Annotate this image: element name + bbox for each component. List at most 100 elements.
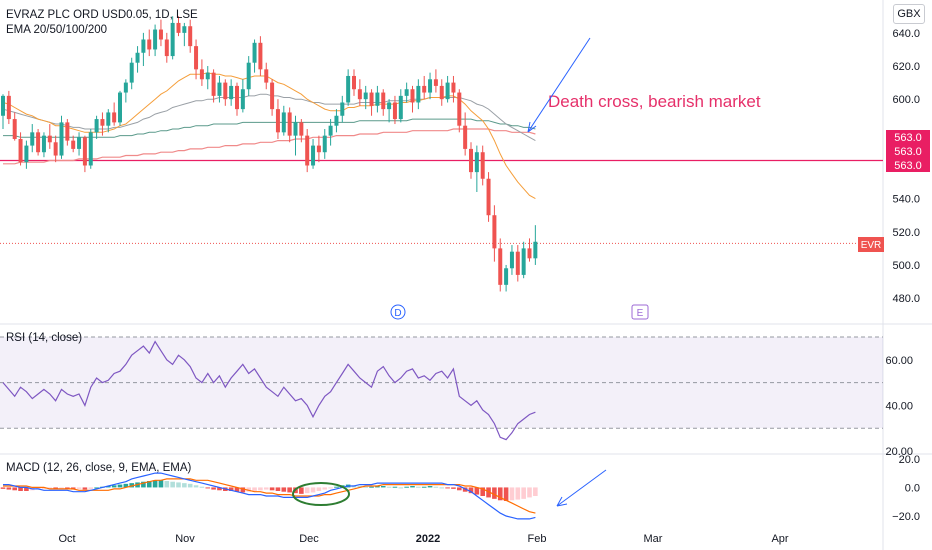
macd-histogram-bar: [82, 487, 88, 490]
candle-body: [515, 251, 520, 275]
candle-body: [469, 148, 473, 173]
candle-body: [1, 95, 5, 116]
x-label-nov: Nov: [175, 533, 195, 545]
symbol-tag-text: EVR: [861, 240, 882, 251]
candle-body: [474, 152, 479, 173]
candle-body: [445, 82, 450, 100]
x-label-apr: Apr: [771, 533, 788, 545]
macd-histogram-bar: [533, 487, 538, 496]
macd-histogram-bar: [106, 486, 111, 488]
macd-histogram-bar: [398, 487, 404, 489]
candle-body: [457, 92, 462, 126]
crossover-circle: [292, 482, 350, 506]
symbol-title: EVRAZ PLC ORD USD0.05, 1D, LSE: [6, 9, 198, 21]
annotation-arrow-macd: [556, 469, 607, 507]
candle-body: [264, 69, 269, 83]
macd-histogram-bar: [47, 487, 53, 489]
candle-body: [188, 26, 193, 47]
candle-body: [433, 79, 438, 86]
macd-histogram-bar: [24, 487, 29, 491]
candle-body: [158, 29, 163, 40]
candle-body: [316, 145, 321, 153]
macd-legend: MACD (12, 26, close, 9, EMA, EMA): [6, 462, 192, 474]
candle-body: [270, 82, 275, 110]
candle-body: [129, 62, 134, 83]
candle-body: [164, 39, 169, 57]
candle-body: [398, 95, 403, 120]
price-pane[interactable]: [0, 16, 883, 292]
macd-histogram-bar: [451, 487, 456, 489]
macd-histogram-bar: [386, 486, 392, 488]
candle-body: [375, 92, 380, 106]
candle-body: [100, 119, 105, 126]
macd-histogram-bar: [59, 487, 64, 489]
candle-body: [480, 152, 485, 179]
macd-histogram-bar: [199, 486, 205, 488]
ema-legend: EMA 20/50/100/200: [6, 24, 107, 36]
candle-body: [340, 102, 345, 116]
price-tick-label: 520.0: [892, 227, 920, 239]
candle-body: [486, 178, 491, 216]
candle-body: [322, 135, 327, 153]
macd-histogram-bar: [515, 487, 521, 500]
macd-histogram-bar: [158, 480, 164, 488]
candle-body: [533, 241, 538, 259]
currency-button[interactable]: GBX: [893, 4, 925, 24]
candle-body: [47, 135, 52, 143]
price-tag-1-text: 563.0: [894, 132, 922, 144]
dividend-marker-icon[interactable]: [390, 304, 406, 320]
candle-body: [328, 125, 333, 136]
candle-body: [153, 29, 158, 50]
ema20-line: [2, 72, 536, 200]
macd-histogram-bar: [217, 487, 222, 491]
macd-histogram-bar: [363, 486, 368, 488]
macd-histogram-bar: [468, 487, 474, 494]
x-label-2022: 2022: [416, 533, 440, 545]
macd-histogram-bar: [480, 487, 485, 496]
macd-histogram-bar: [117, 484, 123, 488]
macd-pane[interactable]: [0, 472, 538, 520]
macd-histogram-bar: [509, 487, 515, 501]
macd-histogram-bar: [527, 487, 532, 498]
candle-body: [439, 85, 444, 100]
axes: 480.0500.0520.0540.0600.0620.0640.020.00…: [885, 28, 920, 523]
macd-histogram-bar: [421, 486, 427, 488]
macd-histogram-bar: [211, 487, 216, 490]
candle-body: [176, 22, 181, 33]
price-tick-label: 500.0: [892, 260, 920, 272]
candle-body: [18, 138, 23, 163]
x-label-feb: Feb: [528, 533, 547, 545]
macd-histogram-bar: [328, 487, 333, 489]
price-tick-label: 600.0: [892, 94, 920, 106]
macd-histogram-bar: [246, 487, 251, 492]
candle-body: [346, 75, 351, 103]
candle-body: [53, 142, 58, 156]
candle-body: [404, 89, 409, 96]
candle-body: [492, 215, 497, 249]
rsi-line: [2, 340, 536, 441]
x-label-mar: Mar: [644, 533, 663, 545]
rsi-pane[interactable]: [0, 336, 883, 441]
candle-body: [287, 112, 292, 136]
macd-histogram-bar: [182, 483, 187, 488]
macd-histogram-bar: [299, 487, 304, 494]
macd-histogram-bar: [445, 487, 450, 489]
macd-histogram-bar: [369, 486, 374, 488]
ema200-line: [3, 128, 536, 165]
macd-histogram-bar: [170, 481, 175, 488]
macd-histogram-bar: [322, 487, 328, 490]
candle-body: [509, 251, 514, 269]
macd-histogram-bar: [497, 487, 503, 501]
macd-histogram-bar: [492, 487, 497, 499]
candle-body: [381, 92, 386, 110]
candle-body: [211, 72, 216, 96]
macd-histogram-bar: [94, 487, 99, 489]
candle-body: [311, 145, 316, 166]
candle-body: [392, 102, 397, 120]
candle-body: [170, 22, 175, 57]
earnings-marker-icon[interactable]: [631, 304, 649, 320]
macd-histogram-bar: [12, 487, 17, 491]
macd-histogram-bar: [287, 487, 292, 493]
rsi-tick-label: 40.00: [885, 400, 913, 412]
